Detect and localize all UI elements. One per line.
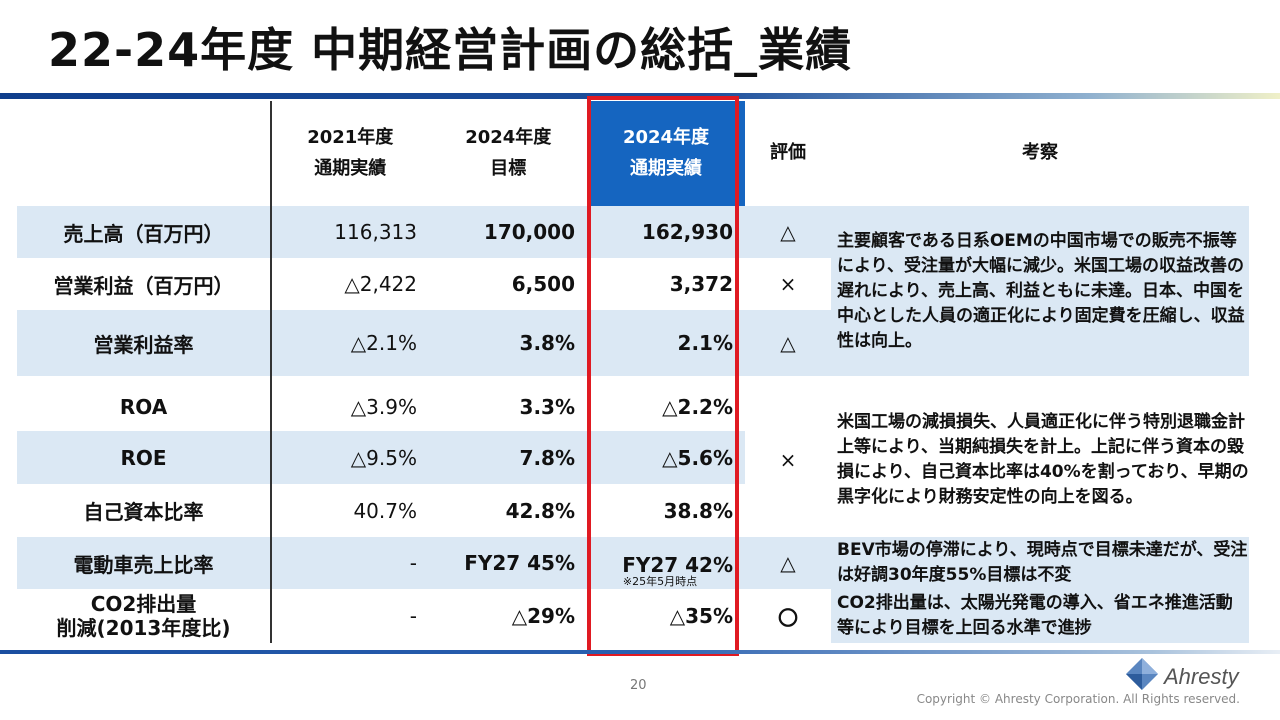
cell-actual: △35% — [587, 589, 745, 643]
table-row: CO2排出量 削減(2013年度比) - △29% △35% 〇 CO2排出量は、… — [17, 589, 1249, 643]
cell-2021: △2,422 — [271, 258, 429, 310]
table-row: 電動車売上比率 - FY27 45% FY27 42% ※25年5月時点 △ B… — [17, 537, 1249, 589]
row-label: CO2排出量 削減(2013年度比) — [17, 589, 272, 643]
header-2024-target: 2024年度 目標 — [428, 101, 587, 206]
cell-actual: 3,372 — [587, 258, 745, 310]
notes-group2: 米国工場の減損損失、人員適正化に伴う特別退職金計上等により、当期純損失を計上。上… — [831, 382, 1249, 537]
notes-co2: CO2排出量は、太陽光発電の導入、省エネ推進活動等により目標を上回る水準で進捗 — [831, 589, 1249, 643]
cell-2021: 40.7% — [271, 484, 429, 537]
cell-actual: △2.2% — [587, 382, 745, 431]
table-row: 売上高（百万円） 116,313 170,000 162,930 △ 主要顧客で… — [17, 206, 1249, 376]
cell-eval: 〇 — [745, 589, 831, 643]
row-label: ROA — [17, 382, 272, 431]
cell-target: 3.3% — [429, 382, 587, 431]
page-number: 20 — [630, 678, 647, 693]
title-underline — [0, 93, 1280, 99]
cell-eval: △ — [745, 206, 831, 258]
header-2024-actual: 2024年度 通期実績 — [587, 101, 745, 206]
slide-title: 22-24年度 中期経営計画の総括_業績 — [48, 23, 853, 77]
row-label: 売上高（百万円） — [17, 206, 272, 258]
cell-2021: △3.9% — [271, 382, 429, 431]
header-2021-actual: 2021年度 通期実績 — [271, 101, 429, 206]
cell-target: 170,000 — [429, 206, 587, 258]
notes-group1: 主要顧客である日系OEMの中国市場での販売不振等により、受注量が大幅に減少。米国… — [831, 206, 1249, 376]
cell-target: 7.8% — [429, 431, 587, 484]
cell-actual: 38.8% — [587, 484, 745, 537]
logo-text: Ahresty — [1164, 664, 1239, 689]
row-label: 営業利益（百万円） — [17, 258, 272, 310]
row-label: 自己資本比率 — [17, 484, 272, 537]
cell-eval: △ — [745, 537, 831, 589]
cell-actual: △5.6% — [587, 431, 745, 484]
row-label: 営業利益率 — [17, 310, 272, 376]
table-row: 営業利益率 △2.1% 3.8% 2.1% △ — [17, 310, 1249, 376]
cell-target: FY27 45% — [429, 537, 587, 589]
cell-target: 3.8% — [429, 310, 587, 376]
header-evaluation: 評価 — [745, 101, 831, 206]
cell-eval: △ — [745, 310, 831, 376]
notes-ev: BEV市場の停滞により、現時点で目標未達だが、受注は好調30年度55%目標は不変 — [831, 537, 1249, 589]
cell-2021: △9.5% — [271, 431, 429, 484]
cell-2021: - — [271, 589, 429, 643]
row-label: 電動車売上比率 — [17, 537, 272, 589]
cell-eval: × — [745, 382, 831, 537]
header-notes: 考察 — [831, 101, 1249, 206]
copyright: Copyright © Ahresty Corporation. All Rig… — [916, 692, 1240, 706]
footer-line — [0, 650, 1280, 654]
cell-target: △29% — [429, 589, 587, 643]
actual-value: FY27 42% — [622, 553, 733, 577]
table-row: ROE △9.5% 7.8% △5.6% — [17, 431, 1249, 484]
cell-2021: △2.1% — [271, 310, 429, 376]
cell-target: 42.8% — [429, 484, 587, 537]
row-label: ROE — [17, 431, 272, 484]
cell-2021: - — [271, 537, 429, 589]
table-row: 営業利益（百万円） △2,422 6,500 3,372 × — [17, 258, 1249, 310]
cell-actual: 2.1% — [587, 310, 745, 376]
ahresty-logo-icon — [1126, 658, 1158, 690]
table-row: 自己資本比率 40.7% 42.8% 38.8% — [17, 484, 1249, 537]
cell-eval: × — [745, 258, 831, 310]
cell-actual: FY27 42% ※25年5月時点 — [587, 537, 745, 589]
cell-2021: 116,313 — [271, 206, 429, 258]
cell-actual: 162,930 — [587, 206, 745, 258]
header-blank — [17, 101, 272, 206]
actual-footnote: ※25年5月時点 — [622, 575, 698, 588]
table-row: ROA △3.9% 3.3% △2.2% × 米国工場の減損損失、人員適正化に伴… — [17, 382, 1249, 537]
results-table: 2021年度 通期実績 2024年度 目標 2024年度 通期実績 評価 考察 売上高… — [17, 101, 1249, 643]
cell-target: 6,500 — [429, 258, 587, 310]
